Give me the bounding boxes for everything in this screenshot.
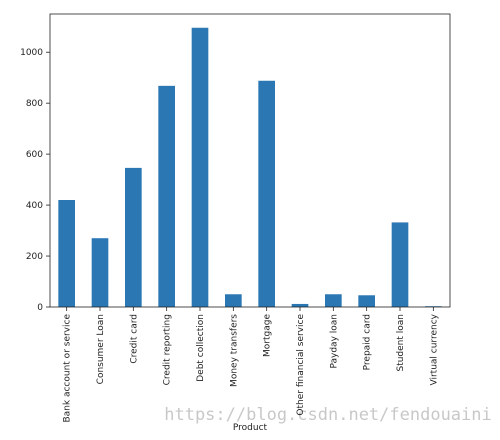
bar [291, 303, 309, 307]
x-axis-label: Product [233, 423, 268, 433]
x-tick-label: Consumer Loan [96, 314, 106, 384]
x-tick-label: Payday loan [329, 314, 339, 369]
bar [358, 295, 375, 307]
bar [125, 167, 142, 307]
plot-frame [49, 13, 451, 308]
y-tick-label: 800 [26, 99, 43, 109]
bar [225, 294, 242, 307]
y-tick-label: 0 [37, 303, 43, 313]
x-tick-label: Virtual currency [429, 313, 439, 385]
bar [191, 27, 209, 307]
bar [158, 85, 175, 307]
x-tick-label: Credit reporting [163, 314, 173, 385]
y-tick-label: 400 [26, 201, 43, 211]
x-tick-label: Prepaid card [363, 314, 373, 370]
y-tick-label: 600 [26, 150, 43, 160]
x-tick-label: Mortgage [263, 314, 273, 357]
bar [58, 199, 75, 307]
x-tick-label: Other financial service [296, 314, 306, 416]
x-tick-label: Credit card [129, 314, 139, 364]
bar [391, 222, 409, 307]
x-tick-label: Debt collection [196, 314, 206, 382]
bar [258, 80, 275, 307]
bar [91, 238, 109, 307]
y-tick-label: 200 [26, 252, 43, 262]
x-tick-label: Student loan [396, 314, 406, 372]
bar [325, 294, 342, 307]
x-tick-label: Money transfers [229, 314, 239, 387]
y-tick-label: 1000 [20, 48, 43, 58]
x-tick-label: Bank account or service [63, 314, 73, 423]
watermark: https://blog.csdn.net/fendouaini [164, 405, 492, 425]
